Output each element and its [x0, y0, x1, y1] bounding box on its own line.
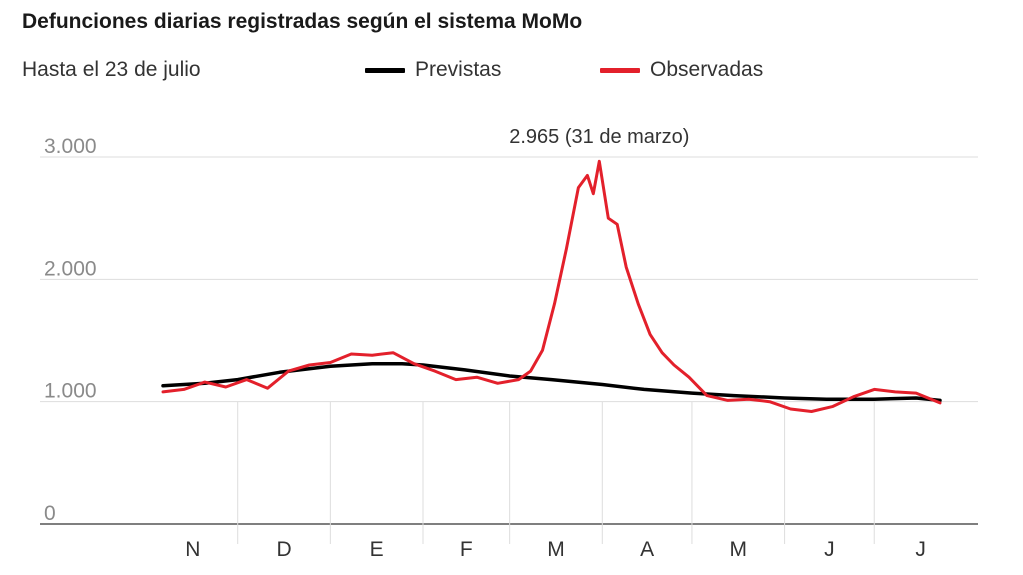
y-tick-label: 0	[44, 502, 56, 525]
y-tick-label: 2.000	[44, 257, 97, 280]
x-tick-label: A	[640, 538, 654, 561]
x-tick-label: D	[276, 538, 291, 561]
y-tick-label: 3.000	[44, 135, 97, 158]
chart-subtitle: Hasta el 23 de julio	[22, 58, 201, 81]
legend-item-previstas: Previstas	[365, 58, 501, 82]
x-tick-label: M	[730, 538, 748, 561]
x-tick-label: M	[547, 538, 565, 561]
y-tick-label: 1.000	[44, 380, 97, 403]
x-tick-label: N	[185, 538, 200, 561]
peak-annotation: 2.965 (31 de marzo)	[509, 126, 689, 148]
series-line-previstas	[161, 361, 942, 403]
x-tick-label: E	[370, 538, 384, 561]
series-line-observadas	[161, 159, 942, 413]
x-tick-label: J	[824, 538, 835, 561]
legend-label-observadas: Observadas	[650, 58, 764, 81]
legend-swatch-previstas	[365, 67, 405, 73]
x-tick-label: F	[460, 538, 473, 561]
legend-swatch-observadas	[600, 67, 640, 73]
legend-label-previstas: Previstas	[415, 58, 502, 81]
chart-title: Defunciones diarias registradas según el…	[22, 10, 583, 33]
legend-item-observadas: Observadas	[600, 58, 763, 82]
x-tick-label: J	[915, 538, 926, 561]
